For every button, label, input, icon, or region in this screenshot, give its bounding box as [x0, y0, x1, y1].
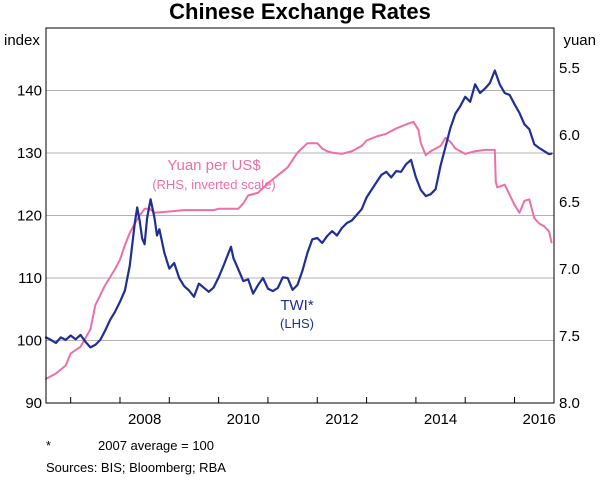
- left-tick-label: 120: [17, 208, 42, 225]
- left-tick-label: 140: [17, 83, 42, 100]
- series-lines: [44, 69, 553, 380]
- left-axis-unit: index: [4, 32, 40, 49]
- left-tick-label: 100: [17, 333, 42, 350]
- left-tick-label: 130: [17, 145, 42, 162]
- x-axis-tick-marks: [70, 397, 516, 403]
- yuan-series-label: Yuan per US$: [167, 157, 261, 174]
- x-tick-label: 2008: [128, 411, 161, 428]
- right-tick-label: 5.5: [559, 60, 580, 77]
- yuan-series-sublabel: (RHS, inverted scale): [152, 177, 276, 192]
- footnote-mark: *: [46, 438, 52, 453]
- x-tick-label: 2010: [227, 411, 260, 428]
- right-axis-tick-labels: 5.5 6.0 6.5 7.0 7.5 8.0: [559, 60, 580, 412]
- x-tick-label: 2014: [424, 411, 457, 428]
- twi-line: [44, 69, 553, 349]
- plot-frame: [45, 27, 555, 404]
- twi-series-sublabel: (LHS): [280, 316, 314, 331]
- footnote: 2007 average = 100: [98, 438, 215, 453]
- left-tick-label: 110: [18, 270, 42, 287]
- x-axis-tick-labels: 2008 2010 2012 2014 2016: [128, 411, 556, 428]
- twi-series-label: TWI*: [280, 297, 313, 314]
- right-axis-unit: yuan: [563, 32, 596, 49]
- left-axis-tick-labels: 90 100 110 120 130 140: [17, 83, 42, 413]
- right-tick-label: 7.0: [559, 261, 580, 278]
- right-tick-label: 7.5: [559, 328, 580, 345]
- yuan-per-usd-line: [45, 120, 553, 380]
- right-tick-label: 6.5: [559, 194, 580, 211]
- x-tick-label: 2016: [523, 411, 556, 428]
- left-tick-label: 90: [25, 395, 42, 412]
- right-tick-label: 8.0: [559, 395, 580, 412]
- chart-title: Chinese Exchange Rates: [169, 0, 431, 24]
- right-tick-label: 6.0: [559, 127, 580, 144]
- x-tick-label: 2012: [325, 411, 358, 428]
- sources-note: Sources: BIS; Bloomberg; RBA: [46, 460, 226, 475]
